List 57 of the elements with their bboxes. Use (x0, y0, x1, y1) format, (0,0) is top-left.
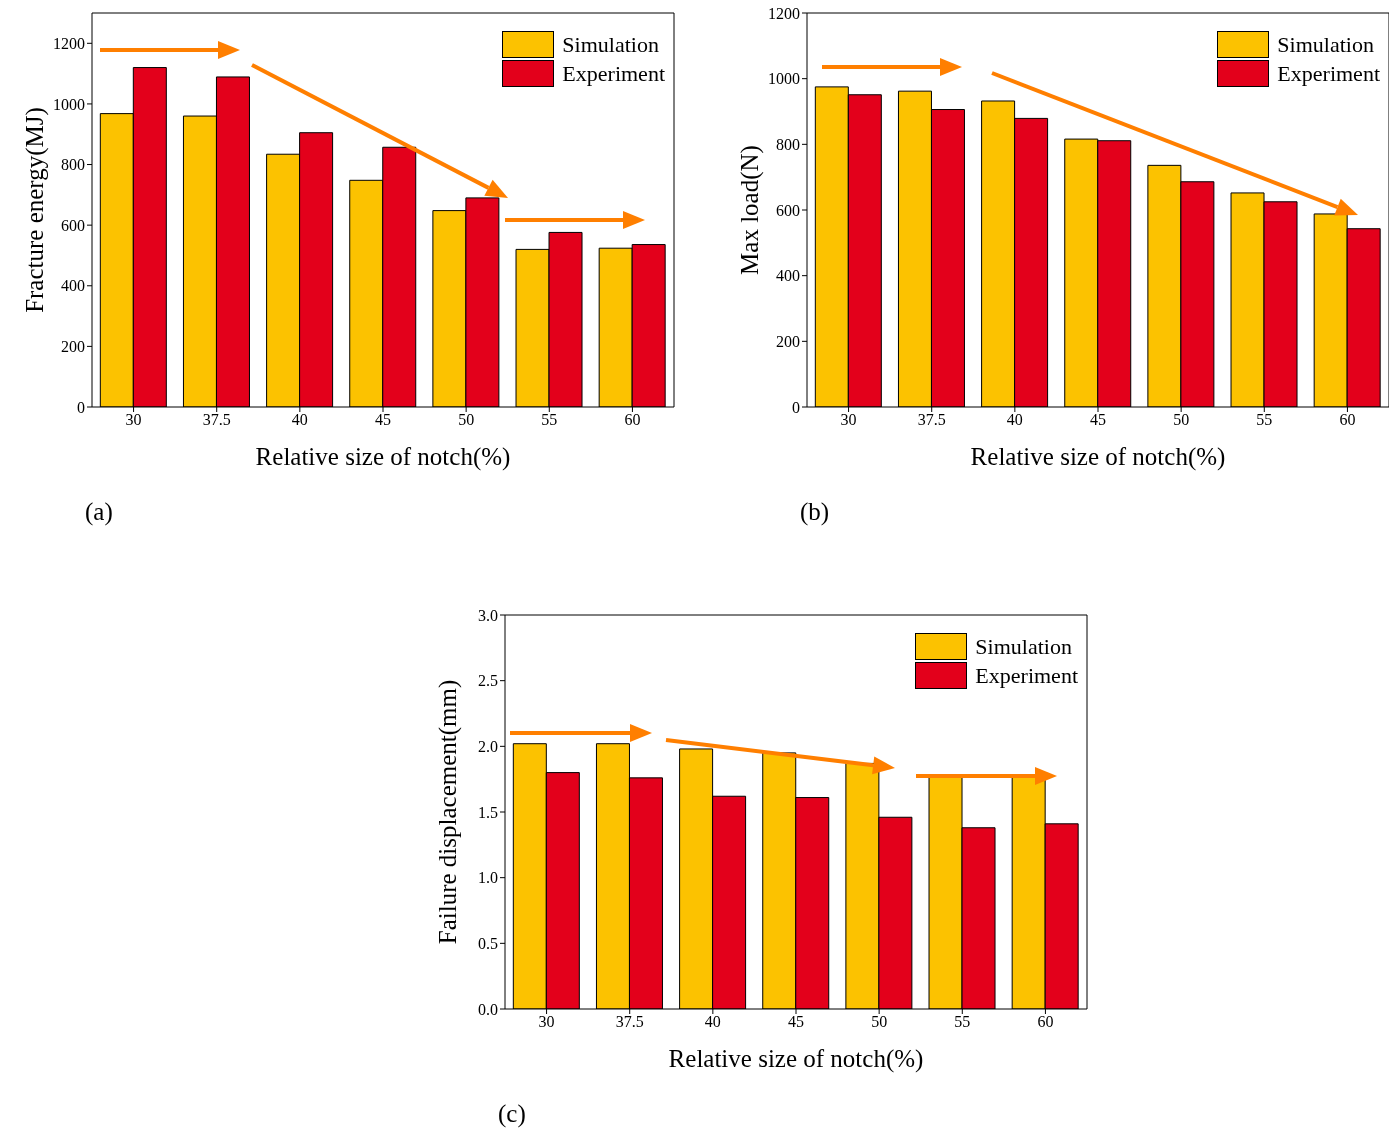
x-axis-title: Relative size of notch(%) (255, 443, 511, 471)
y-tick-label: 600 (776, 201, 800, 219)
x-tick-label: 40 (291, 411, 308, 429)
y-tick-label: 1200 (53, 34, 85, 52)
x-tick-label: 50 (871, 1013, 888, 1031)
legend-label: Simulation (975, 633, 1072, 660)
x-tick-label: 50 (1173, 411, 1190, 429)
y-tick-label: 600 (61, 216, 85, 234)
y-tick-label: 2.0 (478, 738, 498, 756)
y-axis-title: Fracture energy(MJ) (20, 107, 49, 313)
x-tick-label: 50 (458, 411, 475, 429)
x-axis-title: Relative size of notch(%) (668, 1045, 924, 1073)
y-tick-label: 0 (77, 398, 85, 416)
x-tick-label: 60 (1037, 1013, 1054, 1031)
y-axis-title: Failure displacement(mm) (433, 679, 462, 945)
x-tick-label: 40 (1006, 411, 1023, 429)
y-tick-label: 800 (61, 156, 85, 174)
y-tick-label: 200 (776, 333, 800, 351)
x-tick-label: 45 (1090, 411, 1106, 429)
legend-label: Simulation (1277, 31, 1374, 58)
y-tick-label: 2.5 (478, 672, 498, 690)
x-tick-label: 55 (954, 1013, 971, 1031)
x-tick-label: 60 (1339, 411, 1356, 429)
x-tick-label: 45 (788, 1013, 804, 1031)
x-tick-label: 30 (125, 411, 142, 429)
y-tick-label: 1000 (768, 70, 800, 88)
y-axis-title: Max load(N) (735, 145, 764, 275)
y-tick-label: 1.5 (478, 803, 498, 821)
x-tick-label: 45 (375, 411, 391, 429)
x-tick-label: 37.5 (615, 1013, 644, 1031)
legend-label: Experiment (1277, 60, 1380, 87)
text: (b) (800, 498, 830, 526)
y-tick-label: 1.0 (478, 869, 498, 887)
x-axis-title: Relative size of notch(%) (970, 443, 1226, 471)
x-tick-label: 55 (1256, 411, 1273, 429)
x-tick-label: 60 (624, 411, 641, 429)
legend-label: Experiment (562, 60, 665, 87)
x-tick-label: 30 (840, 411, 857, 429)
legend-label: Experiment (975, 662, 1078, 689)
x-tick-label: 37.5 (202, 411, 231, 429)
y-tick-label: 0.0 (478, 1000, 498, 1018)
y-tick-label: 0.5 (478, 935, 498, 953)
y-tick-label: 0 (792, 398, 800, 416)
text: (a) (85, 498, 113, 526)
y-tick-label: 200 (61, 338, 85, 356)
y-tick-label: 1200 (768, 4, 800, 22)
x-tick-label: 55 (541, 411, 558, 429)
x-tick-label: 30 (538, 1013, 555, 1031)
y-tick-label: 400 (61, 277, 85, 295)
y-tick-label: 800 (776, 136, 800, 154)
y-tick-label: 400 (776, 267, 800, 285)
text: (c) (498, 1100, 526, 1128)
x-tick-label: 37.5 (917, 411, 946, 429)
x-tick-label: 40 (704, 1013, 721, 1031)
y-tick-label: 3.0 (478, 606, 498, 624)
y-tick-label: 1000 (53, 95, 85, 113)
legend-label: Simulation (562, 31, 659, 58)
